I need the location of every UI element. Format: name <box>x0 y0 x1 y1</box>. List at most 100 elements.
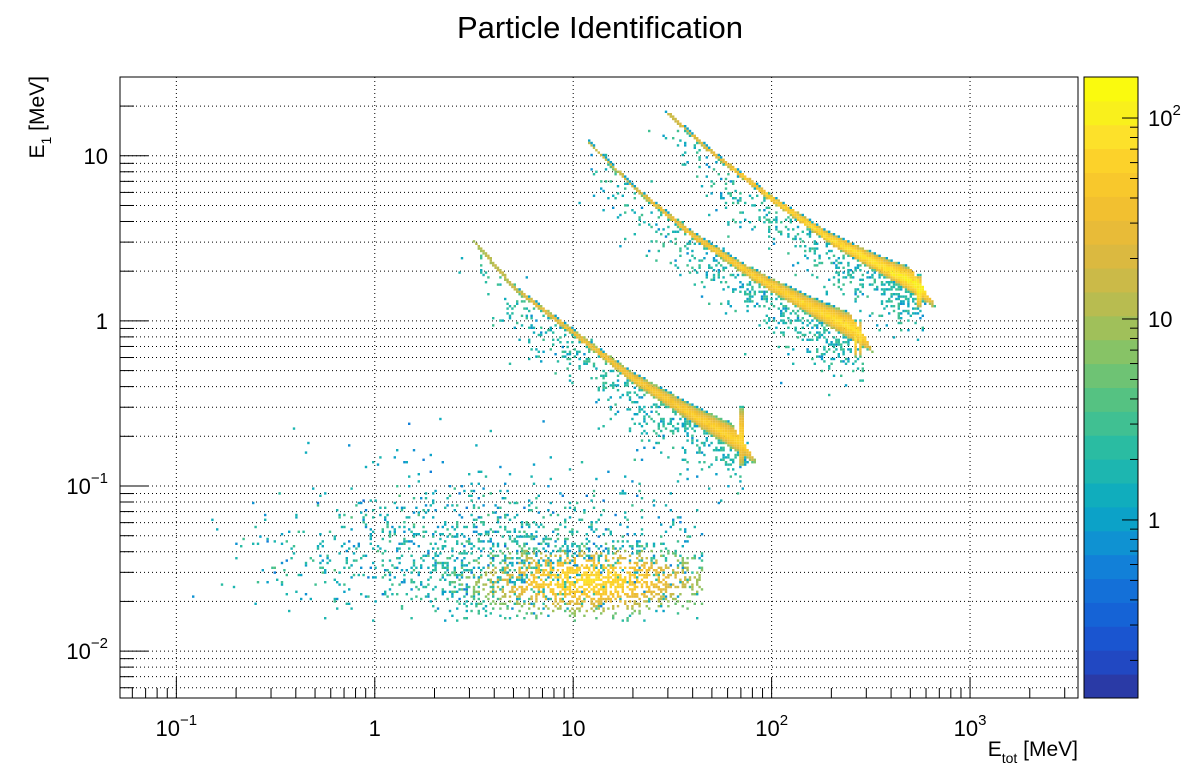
heatmap-bin <box>674 573 677 577</box>
heatmap-bin <box>878 254 881 257</box>
heatmap-bin <box>602 156 605 159</box>
heatmap-bin <box>703 141 706 145</box>
heatmap-bin <box>540 583 543 586</box>
heatmap-bin <box>660 569 663 572</box>
heatmap-bin <box>672 117 675 121</box>
heatmap-bin <box>732 261 735 265</box>
heatmap-bin <box>585 345 588 349</box>
heatmap-bin <box>700 441 704 445</box>
heatmap-bin <box>676 218 680 221</box>
heatmap-bin <box>597 593 600 596</box>
heatmap-bin <box>482 249 485 253</box>
heatmap-bin <box>837 326 840 329</box>
heatmap-bin <box>710 151 713 154</box>
heatmap-bin <box>818 314 821 317</box>
heatmap-bin <box>871 266 874 269</box>
heatmap-bin <box>854 333 857 337</box>
heatmap-bin <box>717 501 720 505</box>
heatmap-bin <box>686 417 689 421</box>
heatmap-bin <box>751 276 754 279</box>
heatmap-bin <box>914 283 917 286</box>
heatmap-bin <box>900 271 903 274</box>
heatmap-bin <box>669 213 672 217</box>
heatmap-bin <box>782 285 785 289</box>
heatmap-bin <box>381 537 384 541</box>
heatmap-bin <box>732 458 735 461</box>
heatmap-bin <box>710 247 713 250</box>
heatmap-bin <box>626 595 629 598</box>
heatmap-bin <box>669 573 672 577</box>
heatmap-bin <box>876 261 879 265</box>
heatmap-bin <box>583 341 586 344</box>
heatmap-bin <box>552 566 555 569</box>
heatmap-bin <box>652 386 656 389</box>
heatmap-bin <box>650 405 653 409</box>
heatmap-bin <box>333 535 336 538</box>
heatmap-bin <box>434 509 437 512</box>
heatmap-bin <box>484 583 488 586</box>
heatmap-bin <box>660 398 663 401</box>
heatmap-bin <box>681 545 684 548</box>
heatmap-bin <box>818 233 821 236</box>
heatmap-bin <box>374 499 377 502</box>
heatmap-bin <box>492 593 495 596</box>
heatmap-bin <box>482 504 485 507</box>
heatmap-bin <box>648 588 651 591</box>
heatmap-bin <box>880 269 884 272</box>
heatmap-bin <box>866 295 869 298</box>
heatmap-bin <box>528 552 531 555</box>
heatmap-bin <box>883 259 886 262</box>
heatmap-bin <box>739 290 742 293</box>
heatmap-bin <box>232 585 236 589</box>
y-tick-label: 10−1 <box>66 470 108 499</box>
heatmap-bin <box>482 607 485 610</box>
heatmap-bin <box>784 204 788 207</box>
heatmap-bin <box>852 369 855 373</box>
heatmap-bin <box>840 324 843 327</box>
heatmap-bin <box>362 518 365 521</box>
heatmap-bin <box>676 129 680 133</box>
heatmap-bin <box>674 264 677 267</box>
heatmap-bin <box>530 588 533 591</box>
heatmap-bin <box>477 578 480 581</box>
heatmap-bin <box>602 597 605 601</box>
heatmap-bin <box>837 261 840 265</box>
heatmap-bin <box>621 569 624 572</box>
heatmap-bin <box>652 391 656 394</box>
heatmap-bin <box>700 602 704 605</box>
heatmap-bin <box>405 593 408 596</box>
heatmap-bin <box>655 571 658 574</box>
heatmap-bins <box>192 110 936 622</box>
heatmap-bin <box>321 559 324 562</box>
heatmap-bin <box>480 602 483 605</box>
heatmap-bin <box>871 273 874 277</box>
heatmap-bin <box>523 573 526 577</box>
heatmap-bin <box>924 290 927 293</box>
heatmap-bin <box>837 314 840 317</box>
heatmap-bin <box>842 271 845 274</box>
heatmap-bin <box>638 223 641 226</box>
heatmap-bin <box>540 333 543 337</box>
heatmap-bin <box>619 245 622 248</box>
heatmap-bin <box>324 571 327 574</box>
heatmap-bin <box>751 269 754 272</box>
heatmap-bin <box>561 350 564 353</box>
heatmap-bin <box>609 161 612 164</box>
heatmap-bin <box>619 557 622 560</box>
heatmap-bin <box>487 593 490 596</box>
heatmap-bin <box>830 326 833 329</box>
heatmap-bin <box>789 209 792 212</box>
heatmap-bin <box>532 578 536 581</box>
heatmap-bin <box>650 597 653 601</box>
heatmap-bin <box>633 569 636 572</box>
heatmap-bin <box>856 264 860 267</box>
heatmap-bin <box>542 314 545 317</box>
heatmap-bin <box>573 612 576 615</box>
heatmap-bin <box>724 312 728 315</box>
heatmap-bin <box>216 528 219 531</box>
heatmap-bin <box>643 393 646 397</box>
heatmap-bin <box>583 581 586 584</box>
heatmap-bin <box>744 446 747 449</box>
heatmap-bin <box>321 566 324 569</box>
heatmap-bin <box>650 211 653 214</box>
